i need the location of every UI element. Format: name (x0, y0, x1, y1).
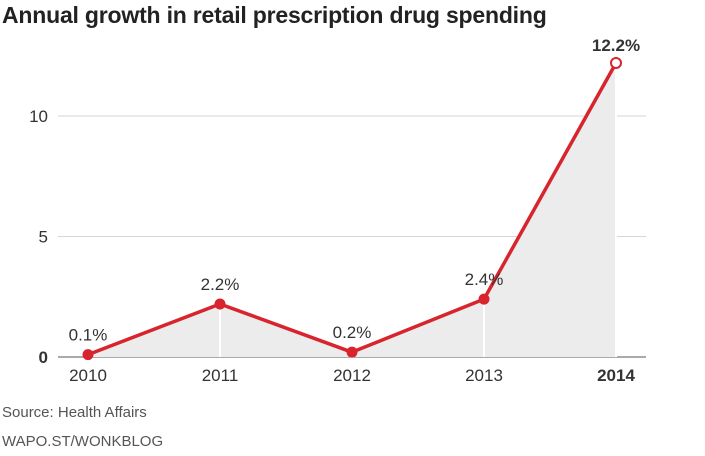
data-point-2014 (610, 57, 622, 69)
chart-title: Annual growth in retail prescription dru… (2, 2, 547, 28)
area-fill (88, 63, 616, 357)
x-tick-label-2014: 2014 (597, 366, 635, 385)
line-chart: 0.1% 2.2% 0.2% 2.4% 12.2% 0 5 10 2010 2011 2012 20… (29, 36, 646, 385)
x-tick-label-2010: 2010 (69, 366, 107, 385)
data-label-2013: 2.4% (465, 270, 504, 289)
data-label-2010: 0.1% (69, 326, 108, 345)
x-tick-label-2013: 2013 (465, 366, 503, 385)
data-label-2014: 12.2% (592, 36, 640, 55)
data-point-2013 (478, 293, 490, 305)
credit-note: WAPO.ST/WONKBLOG (2, 433, 164, 450)
data-point-2011 (214, 298, 226, 310)
x-tick-label-2011: 2011 (202, 366, 239, 385)
data-point-2010 (82, 349, 94, 361)
data-point-2012 (346, 346, 358, 358)
x-tick-label-2012: 2012 (333, 366, 371, 385)
data-label-2012: 0.2% (333, 323, 372, 342)
y-tick-label-5: 5 (39, 228, 48, 247)
y-tick-label-0: 0 (39, 348, 48, 367)
y-tick-label-10: 10 (29, 107, 48, 126)
source-note: Source: Health Affairs (2, 404, 147, 421)
data-label-2011: 2.2% (201, 275, 240, 294)
